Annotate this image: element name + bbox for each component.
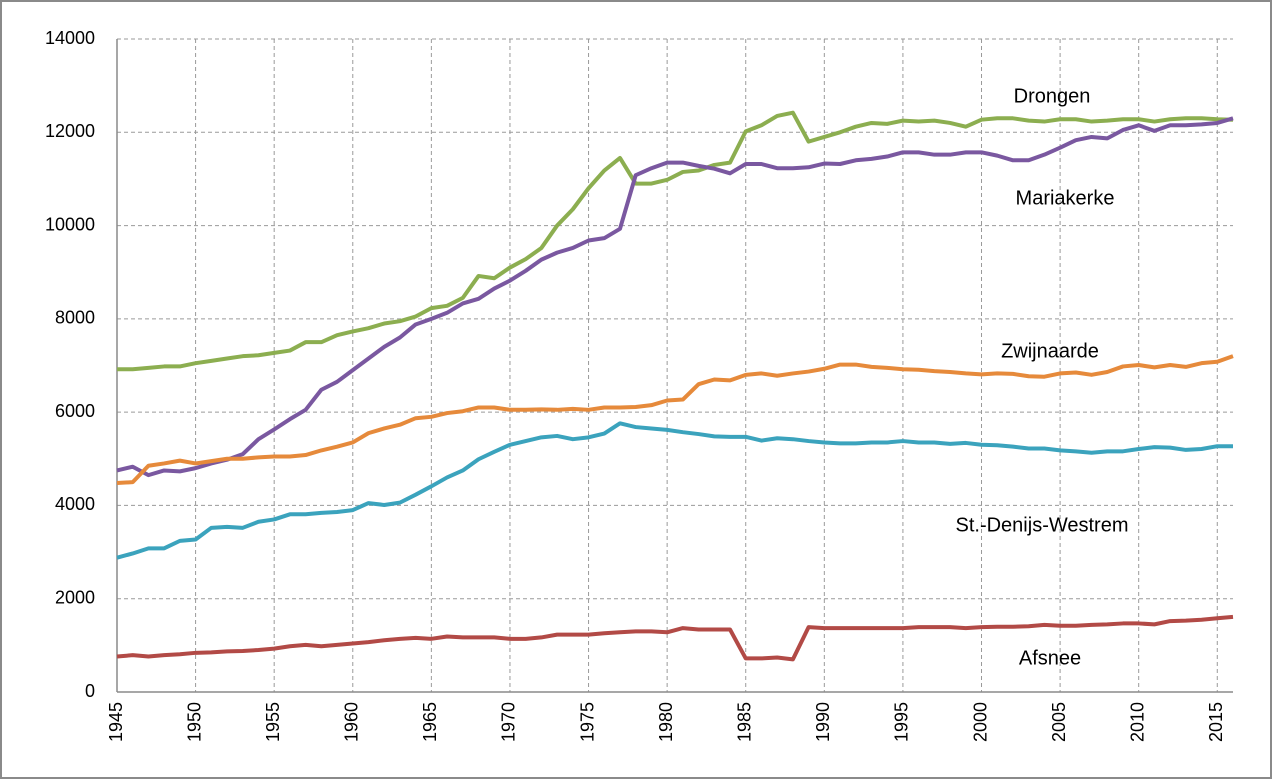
series-line <box>116 614 1234 662</box>
y-tick-label: 6000 <box>55 401 95 421</box>
x-tick-label: 1970 <box>499 702 519 742</box>
series-line <box>116 354 1234 486</box>
x-tick-label: 2000 <box>970 702 990 742</box>
x-tick-label: 2010 <box>1127 702 1147 742</box>
y-tick-label: 12000 <box>45 121 95 141</box>
series-line <box>116 116 1234 478</box>
x-tick-label: 1980 <box>656 702 676 742</box>
x-tick-label: 1945 <box>106 702 126 742</box>
y-tick-label: 14000 <box>45 28 95 48</box>
x-tick-label: 1995 <box>892 702 912 742</box>
series-line <box>117 110 1234 372</box>
x-tick-label: 2015 <box>1206 702 1226 742</box>
series-label: Mariakerke <box>1016 187 1115 209</box>
y-tick-label: 0 <box>85 681 95 701</box>
series-label: St.-Denijs-Westrem <box>956 514 1129 536</box>
series-label: Afsnee <box>1019 647 1081 669</box>
x-tick-label: 1950 <box>184 702 204 742</box>
series-label: Drongen <box>1014 85 1091 107</box>
x-tick-label: 1990 <box>813 702 833 742</box>
y-tick-label: 10000 <box>45 214 95 234</box>
x-tick-label: 1985 <box>734 702 754 742</box>
y-tick-label: 8000 <box>55 308 95 328</box>
x-tick-label: 2005 <box>1049 702 1069 742</box>
series-line <box>116 421 1233 560</box>
y-tick-label: 4000 <box>55 494 95 514</box>
x-tick-label: 1975 <box>577 702 597 742</box>
x-tick-label: 1965 <box>420 702 440 742</box>
y-tick-label: 2000 <box>55 587 95 607</box>
series-label: Zwijnaarde <box>1001 340 1099 362</box>
x-tick-label: 1955 <box>263 702 283 742</box>
x-tick-label: 1960 <box>342 702 362 742</box>
